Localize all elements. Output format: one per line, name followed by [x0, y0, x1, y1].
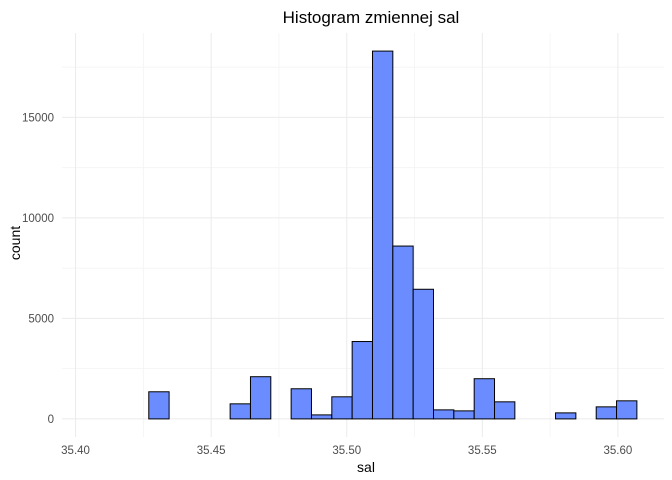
x-tick-label: 35.50	[332, 445, 361, 457]
histogram-bar	[148, 391, 170, 420]
histogram-bar	[616, 400, 638, 420]
histogram-bar	[371, 50, 394, 420]
y-tick-label: 5000	[28, 313, 54, 325]
histogram-bar	[392, 245, 414, 420]
chart-title: Histogram zmiennej sal	[283, 8, 460, 27]
histogram-bar	[290, 388, 312, 420]
y-tick-label: 10000	[22, 213, 54, 225]
histogram-bar	[433, 409, 455, 420]
x-axis-ticks: 35.40 35.45 35.50 35.55 35.60	[61, 445, 632, 457]
histogram-bar	[453, 410, 475, 420]
histogram-bar	[310, 414, 333, 420]
y-tick-label: 0	[48, 414, 54, 426]
y-tick-label: 15000	[22, 112, 54, 124]
histogram-bar	[412, 288, 435, 420]
histogram-bar	[249, 376, 272, 420]
x-tick-label: 35.40	[61, 445, 90, 457]
y-axis-ticks: 0 5000 10000 15000	[22, 112, 54, 425]
histogram-bar	[494, 401, 516, 420]
histogram-bar	[595, 406, 618, 420]
histogram-bar	[331, 396, 353, 420]
histogram-bar	[229, 403, 251, 420]
histogram-bar	[351, 341, 373, 420]
x-tick-label: 35.60	[604, 445, 633, 457]
y-axis-title: count	[7, 226, 23, 260]
histogram-bars	[148, 50, 638, 420]
histogram-bar	[473, 378, 496, 420]
x-tick-label: 35.55	[468, 445, 497, 457]
histogram-bar	[555, 412, 577, 420]
x-axis-title: sal	[357, 459, 375, 475]
x-tick-label: 35.45	[197, 445, 226, 457]
